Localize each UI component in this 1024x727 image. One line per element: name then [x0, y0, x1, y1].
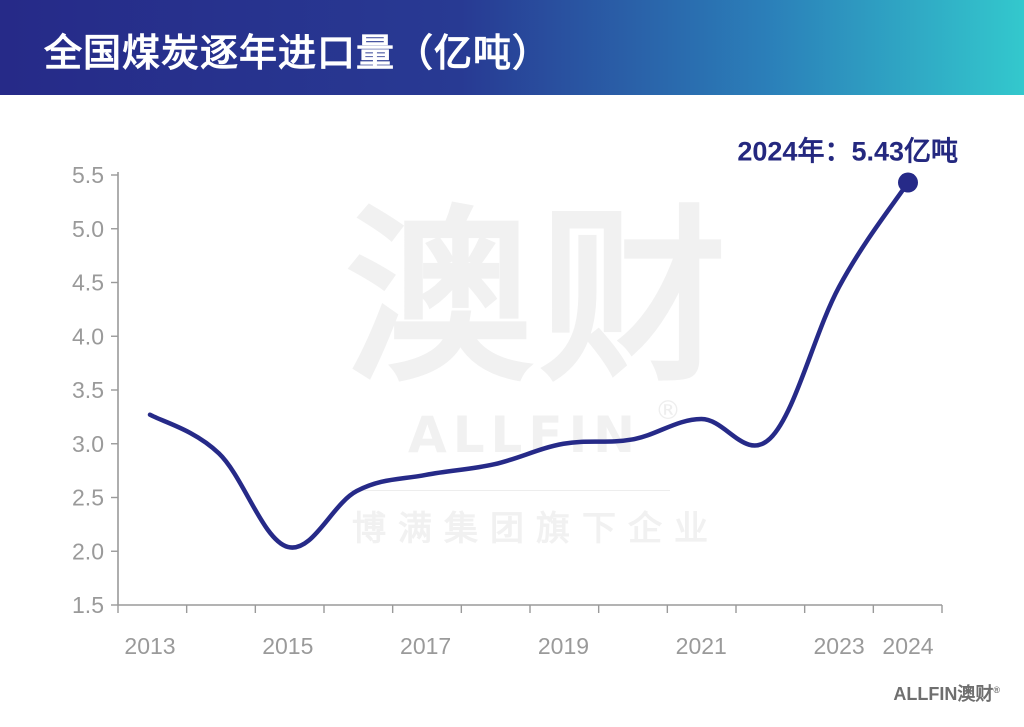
footer-registered-mark: ® — [993, 685, 1000, 695]
x-axis-ticks: 2013 2015 2017 2019 2021 2023 2024 — [117, 605, 943, 659]
x-tick-label: 2015 — [262, 633, 313, 659]
chart-annotations: 2024年：5.43亿吨 — [737, 136, 958, 193]
header-banner: 全国煤炭逐年进口量（亿吨） — [0, 0, 1024, 95]
y-tick-label: 2.5 — [72, 485, 104, 511]
x-tick-label: 2013 — [124, 633, 175, 659]
annotation-label: 2024年：5.43亿吨 — [737, 136, 958, 167]
x-tick-label: 2024 — [882, 633, 933, 659]
footer-logo: ALLFIN澳财® — [893, 680, 1000, 706]
y-tick-label: 3.0 — [72, 431, 104, 457]
y-tick-label: 2.0 — [72, 538, 104, 564]
y-tick-label: 3.5 — [72, 377, 104, 403]
y-tick-label: 5.5 — [72, 162, 104, 188]
chart-axes — [117, 172, 942, 606]
page-title: 全国煤炭逐年进口量（亿吨） — [44, 31, 552, 75]
y-tick-label: 4.5 — [72, 270, 104, 296]
chart-series — [147, 180, 911, 550]
footer-logo-en: ALLFIN — [893, 684, 958, 704]
x-tick-label: 2019 — [538, 633, 589, 659]
footer-logo-cn: 澳财 — [957, 684, 994, 704]
y-tick-label: 5.0 — [72, 216, 104, 242]
y-axis-ticks: 1.5 2.0 2.5 3.0 3.5 4.0 4.5 5.0 5.5 — [72, 162, 118, 618]
highlight-point — [898, 172, 918, 193]
series-line — [147, 180, 911, 550]
x-tick-label: 2021 — [676, 633, 727, 659]
y-tick-label: 4.0 — [72, 323, 104, 349]
x-tick-label: 2023 — [814, 633, 865, 659]
y-tick-label: 1.5 — [72, 592, 104, 618]
x-tick-label: 2017 — [400, 633, 451, 659]
